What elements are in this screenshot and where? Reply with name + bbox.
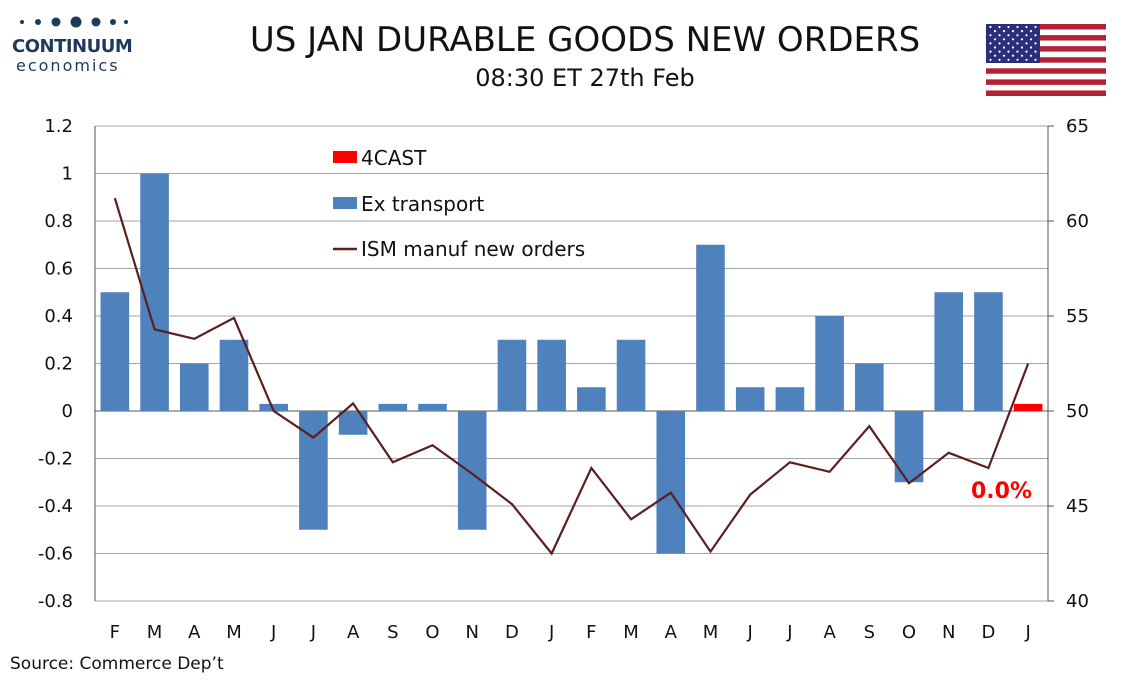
right-tick-label: 40 — [1066, 591, 1089, 612]
legend-swatch-forecast — [333, 151, 357, 163]
x-tick-label: S — [864, 622, 875, 643]
x-tick-label: O — [425, 622, 439, 643]
x-tick-label: J — [548, 622, 554, 643]
left-tick-label: 1.2 — [44, 116, 73, 137]
ex-transport-bar — [815, 316, 844, 411]
x-tick-label: A — [347, 622, 360, 643]
logo-dots-icon — [20, 16, 128, 28]
ex-transport-bar — [140, 173, 169, 411]
left-tick-label: 0.8 — [44, 211, 73, 232]
ex-transport-bar — [219, 339, 249, 411]
ex-transport-bar — [457, 411, 487, 530]
left-tick-label: 0.2 — [44, 354, 73, 375]
ex-transport-bar — [974, 292, 1003, 411]
ex-transport-bar — [537, 339, 566, 411]
chart-subtitle: 08:30 ET 27th Feb — [475, 64, 695, 92]
forecast-bar — [1013, 403, 1043, 411]
left-tick-label: -0.4 — [38, 496, 73, 517]
left-tick-label: -0.8 — [38, 591, 73, 612]
left-tick-label: 1 — [62, 164, 73, 185]
ex-transport-bar — [100, 292, 130, 411]
ex-transport-bar — [656, 411, 686, 554]
ex-transport-bar — [735, 387, 765, 411]
chart-title: US JAN DURABLE GOODS NEW ORDERS — [249, 20, 921, 60]
ex-transport-bar — [855, 363, 884, 411]
x-tick-label: M — [147, 622, 163, 643]
x-tick-label: N — [942, 622, 955, 643]
x-tick-label: N — [465, 622, 478, 643]
right-tick-label: 50 — [1066, 401, 1089, 422]
ex-transport-bar — [497, 339, 527, 411]
logo-name: CONTINUUM — [12, 36, 133, 57]
left-tick-label: 0.4 — [44, 306, 73, 327]
legend-label: ISM manuf new orders — [361, 237, 585, 261]
left-tick-label: -0.6 — [38, 544, 73, 565]
x-tick-label: F — [586, 622, 596, 643]
ex-transport-bar — [378, 403, 408, 411]
axes: 1.2 1 0.8 0.6 0.4 0.2 0 -0.2 -0.4 -0.6 -0.8 65 60 55 5… — [38, 116, 1089, 643]
ex-transport-bar — [179, 363, 209, 411]
x-tick-label: J — [270, 622, 276, 643]
us-flag-icon — [986, 24, 1106, 96]
x-tick-label: D — [982, 622, 996, 643]
right-tick-label: 55 — [1066, 306, 1089, 327]
legend-swatch-ex-transport — [333, 197, 357, 209]
left-tick-label: 0 — [62, 401, 73, 422]
forecast-label: 0.0% — [971, 479, 1032, 504]
x-tick-label: J — [310, 622, 316, 643]
x-tick-label: A — [188, 622, 201, 643]
left-tick-label: 0.6 — [44, 259, 73, 280]
ism-new-orders-line — [113, 197, 1030, 556]
x-tick-label: M — [623, 622, 639, 643]
legend-label: Ex transport — [361, 192, 484, 216]
ex-transport-bar — [616, 339, 646, 411]
x-tick-label: D — [505, 622, 519, 643]
x-tick-label: M — [226, 622, 242, 643]
source-note: Source: Commerce Dep’t — [10, 654, 224, 674]
ex-transport-bar — [696, 244, 725, 411]
ex-transport-bar — [338, 411, 368, 435]
x-tick-label: M — [703, 622, 719, 643]
left-tick-label: -0.2 — [38, 449, 73, 470]
x-tick-label: J — [747, 622, 753, 643]
right-tick-label: 60 — [1066, 211, 1089, 232]
line-series — [113, 197, 1030, 556]
x-tick-label: F — [110, 622, 120, 643]
legend: 4CAST Ex transport ISM manuf new orders — [333, 146, 585, 261]
ex-transport-bar — [577, 387, 606, 411]
ex-transport-bar — [775, 387, 805, 411]
x-tick-label: A — [665, 622, 678, 643]
bar-series — [100, 173, 1043, 554]
x-tick-label: O — [902, 622, 916, 643]
x-tick-label: S — [387, 622, 398, 643]
ex-transport-bar — [259, 403, 288, 411]
right-tick-label: 65 — [1066, 116, 1089, 137]
continuum-logo: CONTINUUM economics — [12, 14, 142, 75]
right-tick-label: 45 — [1066, 496, 1089, 517]
legend-label: 4CAST — [361, 146, 427, 170]
ex-transport-bar — [418, 403, 447, 411]
x-tick-label: J — [786, 622, 792, 643]
ex-transport-bar — [934, 292, 964, 411]
ex-transport-bar — [894, 411, 924, 483]
logo-subtitle: economics — [16, 56, 120, 75]
x-tick-label: A — [823, 622, 836, 643]
x-tick-label: J — [1024, 622, 1030, 643]
